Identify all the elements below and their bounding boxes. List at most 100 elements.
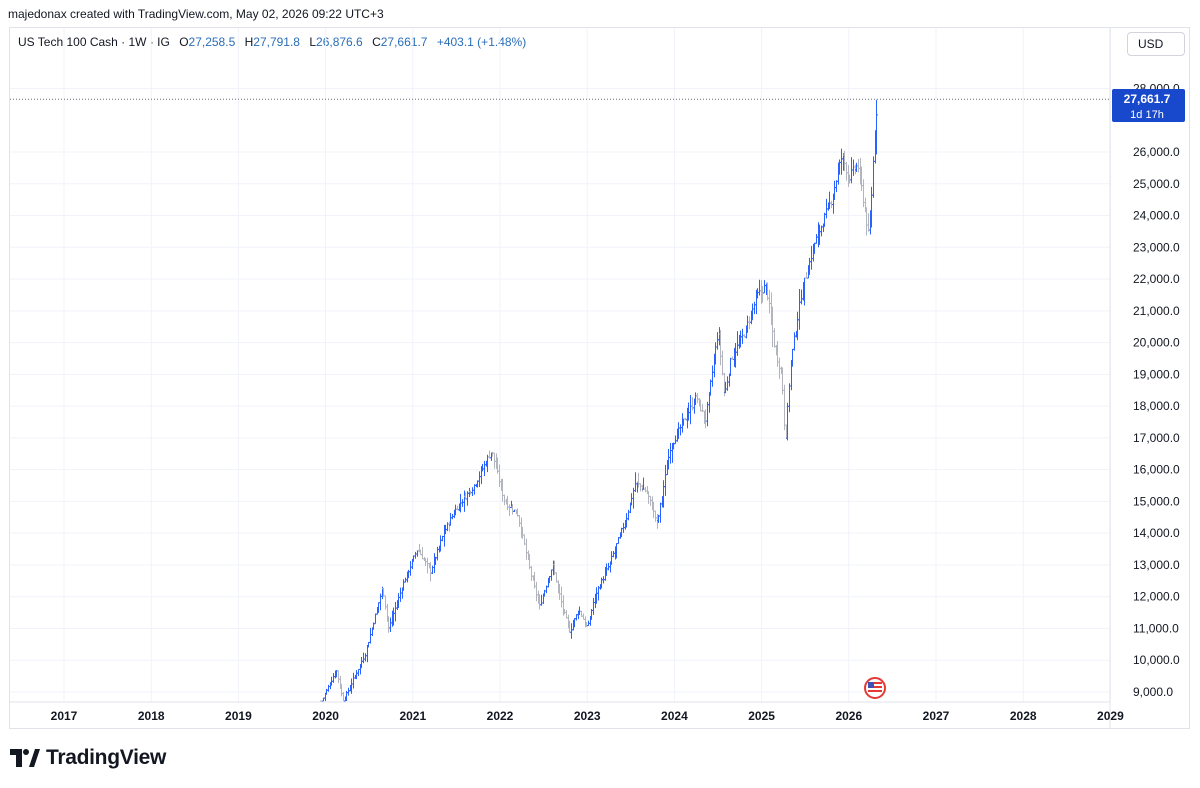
price-badge: 27,661.7 1d 17h — [1112, 89, 1185, 122]
ohlc-bar — [384, 595, 387, 610]
open-value: 27,258.5 — [188, 35, 236, 49]
price-axis-label: 12,000.0 — [1133, 590, 1180, 604]
ohlc-bar — [506, 495, 509, 511]
time-axis-label: 2029 — [1097, 709, 1124, 723]
ohlc-bar — [716, 332, 719, 350]
ohlc-bar — [798, 289, 801, 330]
price-bars — [320, 99, 878, 702]
tradingview-logo[interactable]: TradingView — [10, 746, 166, 770]
grid-lines — [10, 28, 1111, 728]
ohlc-bar — [421, 547, 424, 560]
ohlc-bar — [508, 504, 511, 516]
ohlc-bar — [679, 424, 682, 436]
ohlc-bar — [414, 551, 417, 559]
low-label: L — [309, 35, 317, 49]
time-axis-label: 2024 — [661, 709, 688, 723]
price-axis-label: 9,000.0 — [1133, 685, 1173, 699]
ohlc-bar — [436, 546, 439, 561]
price-axis-label: 17,000.0 — [1133, 431, 1180, 445]
time-axis-label: 2028 — [1010, 709, 1037, 723]
open-label: O — [179, 35, 189, 49]
change-value: +403.1 (+1.48%) — [436, 35, 527, 49]
ohlc-bar — [332, 673, 335, 683]
high-label: H — [244, 35, 254, 49]
ohlc-bar — [835, 180, 838, 193]
ohlc-bar — [840, 148, 843, 175]
ohlc-bar — [498, 464, 501, 487]
ohlc-bar — [582, 613, 585, 620]
ohlc-bar — [394, 602, 397, 622]
ohlc-bar — [352, 672, 355, 689]
price-axis-label: 15,000.0 — [1133, 494, 1180, 508]
symbol-legend[interactable]: US Tech 100 Cash · 1W · IG O27,258.5 H27… — [18, 35, 526, 49]
ohlc-bar — [768, 290, 771, 314]
ohlc-bar — [741, 328, 744, 344]
price-axis-label: 21,000.0 — [1133, 304, 1180, 318]
price-axis-label: 16,000.0 — [1133, 463, 1180, 477]
ohlc-bar — [456, 505, 459, 511]
ohlc-bar — [773, 328, 776, 348]
time-axis-label: 2023 — [574, 709, 601, 723]
price-axis-label: 20,000.0 — [1133, 336, 1180, 350]
close-value: 27,661.7 — [380, 35, 428, 49]
ohlc-bar — [337, 670, 340, 684]
ohlc-bar — [729, 357, 732, 377]
ohlc-bar — [763, 280, 766, 294]
ohlc-bar — [488, 450, 491, 459]
price-axis-label: 19,000.0 — [1133, 367, 1180, 381]
ohlc-bar — [327, 684, 330, 692]
time-axis-label: 2017 — [51, 709, 78, 723]
ohlc-bar — [374, 613, 377, 625]
ohlc-bar — [535, 581, 538, 602]
ohlc-bar — [570, 623, 573, 639]
ohlc-bar — [592, 597, 595, 615]
ohlc-bar — [810, 245, 813, 270]
ohlc-bar — [736, 331, 739, 356]
ohlc-bar — [726, 376, 729, 391]
chart-credit: majedonax created with TradingView.com, … — [8, 7, 384, 21]
ohlc-bar — [342, 692, 345, 702]
low-value: 26,876.6 — [316, 35, 363, 49]
ohlc-bar — [565, 610, 568, 619]
time-axis[interactable]: 2017 2018 2019 2020 2021 2022 2023 2024 2025 2026… — [51, 709, 1124, 723]
price-axis[interactable]: 9,000.0 10,000.0 11,000.0 12,000.0 13,000.0 1… — [1133, 81, 1180, 699]
price-axis-label: 26,000.0 — [1133, 145, 1180, 159]
ohlc-bar — [639, 483, 642, 492]
ohlc-bar — [706, 401, 709, 427]
price-axis-label: 18,000.0 — [1133, 399, 1180, 413]
chart-frame — [9, 27, 1190, 729]
ohlc-bar — [659, 502, 662, 523]
ohlc-bar — [630, 493, 633, 506]
high-value: 27,791.8 — [253, 35, 300, 49]
price-axis-label: 14,000.0 — [1133, 526, 1180, 540]
price-axis-label: 13,000.0 — [1133, 558, 1180, 572]
time-axis-label: 2026 — [835, 709, 862, 723]
price-badge-countdown: 1d 17h — [1130, 109, 1164, 121]
price-badge-value: 27,661.7 — [1124, 92, 1171, 106]
ohlc-bar — [634, 472, 637, 493]
time-axis-label: 2019 — [225, 709, 252, 723]
ohlc-bar — [389, 617, 392, 632]
ohlc-bar — [691, 397, 694, 411]
ohlc-bar — [483, 460, 486, 476]
time-axis-label: 2020 — [312, 709, 339, 723]
ohlc-bar — [793, 332, 796, 351]
price-axis-label: 22,000.0 — [1133, 272, 1180, 286]
close-label: C — [372, 35, 381, 49]
ohlc-bar — [416, 550, 419, 557]
ohlc-bar — [805, 271, 808, 279]
ohlc-bar — [493, 452, 496, 469]
us-flag-icon[interactable] — [864, 677, 886, 699]
time-axis-label: 2018 — [138, 709, 165, 723]
tradingview-logo-icon — [10, 749, 40, 767]
ohlc-bar — [471, 487, 474, 496]
ohlc-bar — [518, 514, 521, 527]
time-axis-label: 2021 — [399, 709, 426, 723]
ohlc-bar — [654, 510, 657, 522]
ohlc-bar — [758, 279, 761, 296]
ohlc-bar — [461, 499, 464, 507]
ohlc-bar — [689, 395, 692, 425]
ohlc-bar — [399, 587, 402, 602]
currency-button[interactable]: USD — [1127, 32, 1185, 56]
